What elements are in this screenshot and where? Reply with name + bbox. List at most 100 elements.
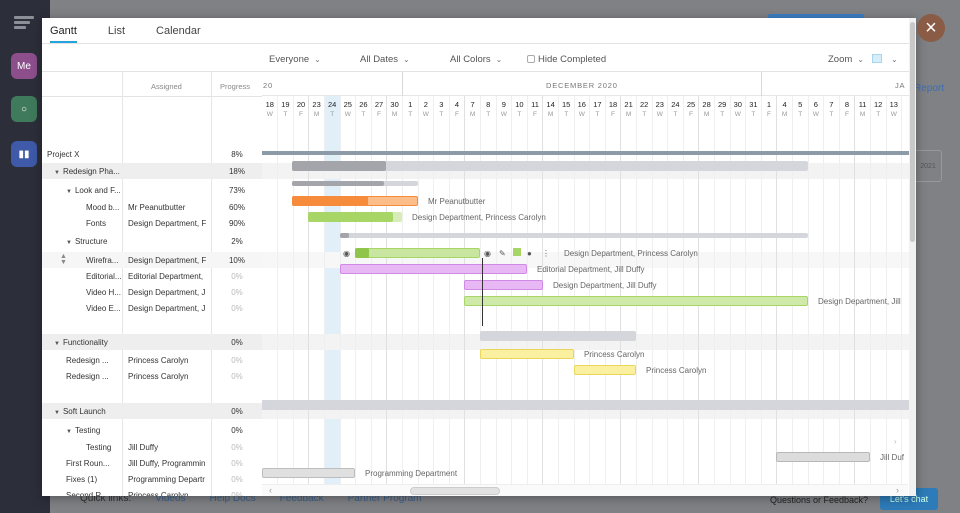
- task-assigned[interactable]: Design Department, F: [128, 256, 207, 265]
- task-name[interactable]: Redesign ...: [66, 372, 109, 381]
- task-progress[interactable]: 18%: [228, 167, 245, 176]
- task-row[interactable]: Fixes (1) Programming Departr 0%: [42, 471, 262, 487]
- video-e-bar[interactable]: [464, 296, 808, 306]
- collapse-triangle-icon[interactable]: ▼: [66, 429, 72, 435]
- task-row[interactable]: ▼ Soft Launch 0%: [42, 403, 262, 419]
- task-name-cell[interactable]: Redesign ...: [66, 356, 109, 365]
- redesign-phase-bar[interactable]: [292, 161, 808, 171]
- task-progress[interactable]: 0%: [231, 426, 243, 435]
- task-progress[interactable]: 60%: [228, 203, 245, 212]
- task-assigned[interactable]: Jill Duffy: [128, 443, 159, 452]
- task-name-cell[interactable]: Fixes (1): [66, 475, 97, 484]
- color-square-icon[interactable]: [513, 248, 521, 256]
- video-h-bar[interactable]: [464, 280, 543, 290]
- task-name-cell[interactable]: Fonts: [86, 219, 106, 228]
- task-assigned[interactable]: Jill Duffy, Programmin: [128, 459, 206, 468]
- task-progress[interactable]: 10%: [228, 256, 245, 265]
- reports-icon[interactable]: ▮▮: [11, 141, 37, 167]
- task-name-cell[interactable]: Video E...: [86, 304, 121, 313]
- hide-completed-checkbox[interactable]: [527, 55, 535, 63]
- assign-user-icon[interactable]: ●: [527, 249, 532, 258]
- wireframe-bar[interactable]: [355, 248, 480, 258]
- task-name-cell[interactable]: Video H...: [86, 288, 121, 297]
- task-name-cell[interactable]: ▼ Testing: [66, 426, 100, 435]
- task-row[interactable]: First Roun... Jill Duffy, Programmin 0%: [42, 455, 262, 471]
- task-row[interactable]: ▲ ▼ Wirefra... Design Department, F 10%: [42, 252, 262, 268]
- task-name[interactable]: Editorial...: [86, 272, 122, 281]
- task-name[interactable]: Functionality: [62, 338, 108, 347]
- task-row[interactable]: Project X 8%: [42, 146, 262, 162]
- collapse-triangle-icon[interactable]: ▼: [54, 341, 60, 347]
- tab-calendar[interactable]: Calendar: [156, 25, 201, 37]
- scroll-right-arrow-icon[interactable]: ›: [894, 437, 897, 446]
- task-assigned[interactable]: Princess Carolyn: [128, 491, 189, 496]
- task-name[interactable]: Video E...: [86, 304, 121, 313]
- task-assigned[interactable]: Design Department, J: [128, 288, 206, 297]
- zoom-control[interactable]: Zoom ⌄: [828, 54, 864, 65]
- collapse-triangle-icon[interactable]: ▼: [54, 170, 60, 176]
- task-name[interactable]: Structure: [74, 237, 108, 246]
- task-name-cell[interactable]: Mood b...: [86, 203, 119, 212]
- first-round-bar[interactable]: [776, 452, 870, 462]
- editorial-bar[interactable]: [340, 264, 527, 274]
- column-divider[interactable]: [122, 72, 123, 496]
- close-icon[interactable]: ×: [917, 14, 945, 42]
- task-progress[interactable]: 0%: [231, 288, 243, 297]
- edit-pencil-icon[interactable]: ✎: [499, 249, 506, 258]
- task-progress[interactable]: 73%: [228, 186, 245, 195]
- task-name-cell[interactable]: ▼ Redesign Pha...: [54, 167, 120, 176]
- task-name-cell[interactable]: Editorial...: [86, 272, 122, 281]
- task-progress[interactable]: 0%: [231, 443, 243, 452]
- task-name[interactable]: Video H...: [86, 288, 121, 297]
- more-options-icon[interactable]: ⋮: [542, 249, 550, 258]
- task-name-cell[interactable]: Testing: [86, 443, 111, 452]
- soft-launch-bar[interactable]: [262, 400, 910, 410]
- task-name[interactable]: Redesign Pha...: [62, 167, 120, 176]
- color-picker[interactable]: ⌄: [872, 54, 898, 65]
- task-progress[interactable]: 0%: [231, 459, 243, 468]
- task-name-cell[interactable]: Wirefra...: [86, 256, 118, 265]
- vertical-scroll-thumb[interactable]: [910, 22, 915, 242]
- task-name[interactable]: Soft Launch: [62, 407, 106, 416]
- progress-column-header[interactable]: Progress: [220, 82, 251, 91]
- task-row[interactable]: Testing Jill Duffy 0%: [42, 439, 262, 455]
- background-top-button[interactable]: [768, 14, 864, 20]
- task-name[interactable]: Wirefra...: [86, 256, 119, 265]
- task-row[interactable]: Fonts Design Department, F 90%: [42, 215, 262, 231]
- scroll-left-icon[interactable]: ‹: [269, 485, 272, 495]
- column-divider[interactable]: [211, 72, 212, 496]
- quick-link-partner-program[interactable]: Partner Program: [347, 492, 422, 504]
- task-row[interactable]: Second R... Princess Carolyn 0%: [42, 487, 262, 496]
- task-row[interactable]: Redesign ... Princess Carolyn 0%: [42, 368, 262, 384]
- task-row[interactable]: ▼ Functionality 0%: [42, 334, 262, 350]
- task-row[interactable]: Editorial... Editorial Department, 0%: [42, 268, 262, 284]
- project-summary-bar[interactable]: [262, 151, 910, 155]
- collapse-triangle-icon[interactable]: ▼: [54, 410, 60, 416]
- task-progress[interactable]: 0%: [231, 272, 243, 281]
- scroll-right-icon[interactable]: ›: [896, 485, 899, 495]
- task-name[interactable]: Redesign ...: [66, 356, 109, 365]
- task-assigned[interactable]: Princess Carolyn: [128, 372, 189, 381]
- quick-link-help-docs[interactable]: Help Docs: [209, 492, 256, 504]
- all-dates-filter[interactable]: All Dates ⌄: [360, 54, 410, 65]
- me-button[interactable]: Me: [11, 53, 37, 79]
- task-name-cell[interactable]: ▼ Soft Launch: [54, 407, 106, 416]
- tab-list[interactable]: List: [107, 25, 126, 37]
- task-row[interactable]: ▼ Look and F... 73%: [42, 182, 262, 198]
- task-name[interactable]: Testing: [86, 443, 112, 452]
- fixes-1-bar[interactable]: [262, 468, 355, 478]
- task-name-cell[interactable]: Project X: [47, 150, 79, 159]
- task-assigned[interactable]: Programming Departr: [128, 475, 205, 484]
- assigned-column-header[interactable]: Assigned: [151, 82, 182, 91]
- task-name[interactable]: Testing: [74, 426, 101, 435]
- everyone-filter[interactable]: Everyone ⌄: [269, 54, 321, 65]
- task-progress[interactable]: 8%: [231, 150, 243, 159]
- task-name[interactable]: Fixes (1): [66, 475, 98, 484]
- task-row[interactable]: Redesign ... Princess Carolyn 0%: [42, 352, 262, 368]
- task-progress[interactable]: 0%: [231, 338, 243, 347]
- app-logo-icon[interactable]: [14, 16, 34, 34]
- task-name-cell[interactable]: Redesign ...: [66, 372, 109, 381]
- collapse-triangle-icon[interactable]: ▼: [66, 240, 72, 246]
- task-name[interactable]: Project X: [47, 150, 80, 159]
- task-name-cell[interactable]: Second R...: [66, 491, 108, 496]
